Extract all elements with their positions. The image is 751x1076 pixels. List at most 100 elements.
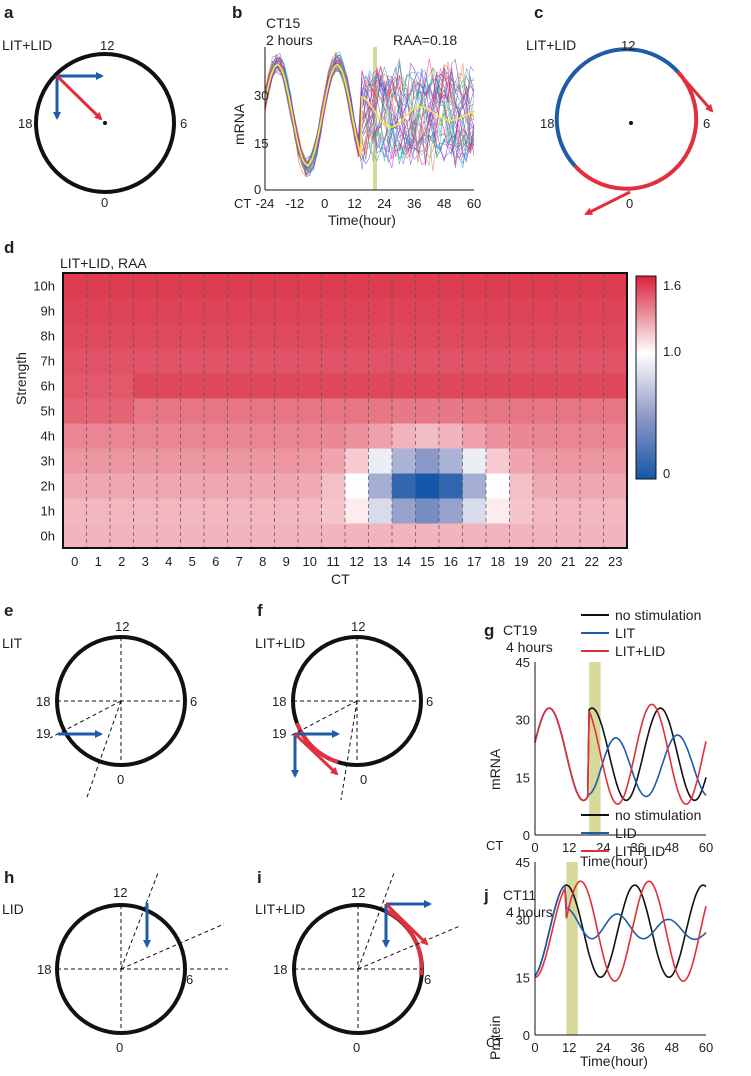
- heat-cell: [63, 398, 87, 424]
- legend-label: LID: [615, 825, 637, 841]
- heat-cell: [368, 448, 393, 474]
- heat-cell: [368, 423, 393, 449]
- heat-cell: [509, 348, 534, 374]
- heat-cell: [251, 348, 275, 374]
- heat-cell: [110, 273, 134, 299]
- heat-cell: [533, 373, 557, 399]
- heat-cell: [251, 398, 275, 424]
- heat-cell: [86, 423, 111, 449]
- heat-cell: [298, 348, 322, 374]
- heat-cell: [580, 498, 604, 524]
- heat-xtick: 12: [350, 554, 364, 569]
- heat-cell: [415, 398, 440, 424]
- heat-cell: [439, 323, 463, 349]
- heat-ytick: 7h: [41, 354, 55, 369]
- heat-cell: [204, 398, 228, 424]
- heat-cell: [321, 273, 346, 299]
- heat-cell: [227, 373, 252, 399]
- heat-cell: [251, 448, 275, 474]
- heat-cell: [274, 348, 299, 374]
- heat-cell: [274, 498, 299, 524]
- heat-cell: [392, 523, 416, 549]
- heat-cell: [603, 273, 628, 299]
- clock-18-h: 18: [37, 962, 51, 977]
- clock-0-h: 0: [116, 1040, 123, 1055]
- heat-cell: [298, 523, 322, 549]
- heat-ytick: 5h: [41, 404, 55, 419]
- heatmap-xlabel: CT: [331, 571, 350, 587]
- heat-cell: [368, 373, 393, 399]
- xtick: 24: [596, 1040, 610, 1055]
- heat-cell: [86, 373, 111, 399]
- b-trace: [265, 63, 475, 167]
- heat-cell: [180, 298, 205, 324]
- b-trace: [265, 56, 475, 174]
- heat-cell: [86, 298, 111, 324]
- heat-cell: [415, 323, 440, 349]
- heat-cell: [603, 298, 628, 324]
- heat-cell: [603, 448, 628, 474]
- heat-cell: [392, 323, 416, 349]
- heat-cell: [204, 323, 228, 349]
- clock-12-a: 12: [100, 38, 114, 53]
- heat-cell: [157, 398, 181, 424]
- heat-cell: [204, 273, 228, 299]
- heat-cell: [63, 273, 87, 299]
- heat-cell: [462, 523, 487, 549]
- b-trace: [265, 53, 475, 170]
- heat-cell: [368, 323, 393, 349]
- panel-letter-e: e: [4, 601, 13, 620]
- heat-ytick: 6h: [41, 379, 55, 394]
- heat-cell: [133, 348, 158, 374]
- heat-cell: [180, 323, 205, 349]
- heatmap-ylabel: Strength: [13, 352, 29, 405]
- panel-a: a LIT+LID 12 6 0 18: [2, 3, 187, 210]
- heat-cell: [110, 373, 134, 399]
- heat-cell: [251, 323, 275, 349]
- heat-cell: [227, 473, 252, 499]
- clock-18-e: 18: [36, 694, 50, 709]
- heat-cell: [368, 473, 393, 499]
- xtick: 0: [531, 1040, 538, 1055]
- heat-ytick: 2h: [41, 479, 55, 494]
- heat-cell: [345, 498, 369, 524]
- heat-cell: [86, 523, 111, 549]
- clock-12-i: 12: [351, 885, 365, 900]
- heat-xtick: 20: [538, 554, 552, 569]
- heat-cell: [133, 448, 158, 474]
- b-xtick: 60: [467, 196, 481, 211]
- heat-cell: [439, 348, 463, 374]
- heat-cell: [251, 473, 275, 499]
- b-xtick: 12: [347, 196, 361, 211]
- heat-cell: [251, 273, 275, 299]
- heat-cell: [86, 348, 111, 374]
- heat-cell: [462, 423, 487, 449]
- heat-cell: [321, 448, 346, 474]
- series-line-0: [534, 707, 707, 802]
- heat-cell: [345, 298, 369, 324]
- heat-cell: [63, 473, 87, 499]
- colorbar-min: 0: [663, 466, 670, 481]
- series-line-2: [534, 703, 707, 806]
- heat-cell: [603, 398, 628, 424]
- heat-cell: [580, 448, 604, 474]
- heat-cell: [133, 398, 158, 424]
- heat-cell: [321, 373, 346, 399]
- panel-b-duration: 2 hours: [266, 32, 313, 48]
- panel-e-condition: LIT: [2, 635, 23, 651]
- heat-cell: [462, 448, 487, 474]
- heat-cell: [462, 298, 487, 324]
- panel-letter-a: a: [4, 3, 14, 22]
- heat-cell: [509, 323, 534, 349]
- heat-xtick: 9: [283, 554, 290, 569]
- heat-cell: [392, 423, 416, 449]
- heat-cell: [274, 423, 299, 449]
- heat-cell: [486, 398, 510, 424]
- b-ytick-15: 15: [254, 136, 268, 151]
- heat-cell: [368, 398, 393, 424]
- heat-cell: [439, 473, 463, 499]
- heat-cell: [345, 373, 369, 399]
- xtick: 60: [699, 1040, 713, 1055]
- b-ytick-30: 30: [254, 88, 268, 103]
